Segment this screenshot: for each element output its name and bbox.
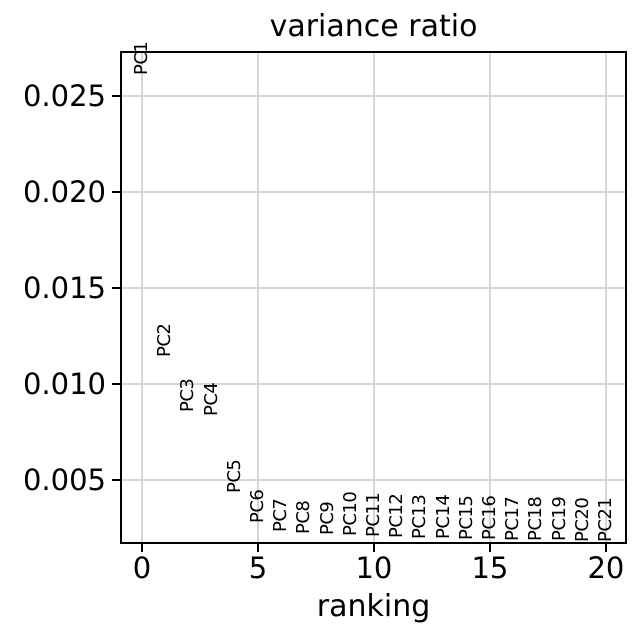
y-gridline: [121, 286, 626, 289]
x-tick-label: 10: [355, 551, 393, 585]
x-tick-label: 15: [471, 551, 509, 585]
x-axis-label: ranking: [316, 589, 431, 624]
x-gridline: [604, 52, 607, 543]
x-tick-mark: [604, 544, 607, 552]
y-tick-mark: [112, 94, 120, 97]
x-tick-label: 5: [248, 551, 268, 585]
chart-title: variance ratio: [269, 9, 478, 44]
y-tick-label: 0.020: [22, 174, 106, 209]
y-tick-mark: [112, 479, 120, 482]
y-tick-mark: [112, 383, 120, 385]
x-gridline: [256, 52, 259, 543]
y-tick-mark: [112, 286, 120, 289]
x-gridline: [372, 52, 375, 543]
y-gridline: [121, 479, 626, 482]
x-gridline: [488, 52, 491, 543]
y-tick-label: 0.005: [22, 463, 106, 498]
y-gridline: [121, 94, 626, 97]
x-tick-mark: [256, 544, 259, 552]
x-tick-label: 0: [132, 551, 152, 585]
x-tick-label: 20: [587, 551, 625, 585]
y-gridline: [121, 383, 626, 385]
y-tick-label: 0.010: [22, 367, 106, 401]
x-tick-mark: [488, 544, 491, 552]
y-tick-label: 0.015: [22, 270, 106, 305]
y-tick-label: 0.025: [22, 78, 106, 113]
x-tick-mark: [372, 544, 375, 552]
x-gridline: [140, 52, 143, 543]
y-gridline: [121, 190, 626, 193]
x-tick-mark: [140, 544, 143, 552]
plot-area: [120, 51, 627, 544]
y-tick-mark: [112, 190, 120, 193]
